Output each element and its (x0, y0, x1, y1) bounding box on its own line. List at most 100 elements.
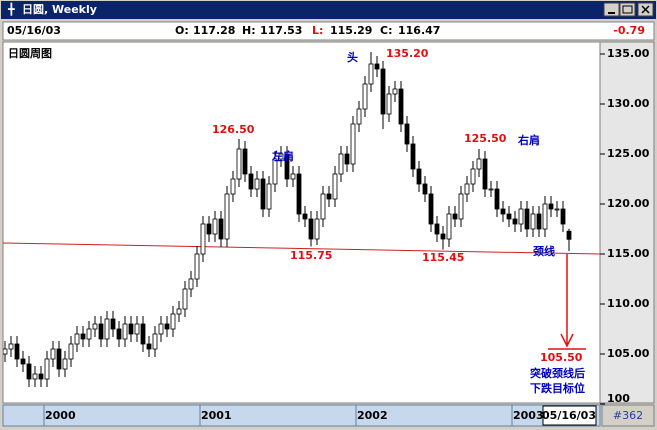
minimize-button[interactable] (603, 2, 620, 17)
candle-body (110, 318, 116, 330)
candle-body (68, 343, 74, 360)
annotation: 115.45 (422, 251, 464, 264)
candle-body (398, 88, 404, 125)
candle-body (308, 218, 314, 240)
candle-body (344, 153, 350, 165)
candle-body (188, 278, 194, 290)
info-value: 116.47 (398, 24, 440, 37)
candle-body (176, 308, 182, 315)
neckline (2, 242, 601, 255)
candle-body (266, 183, 272, 210)
annotation: 105.50 (540, 351, 583, 364)
candle-body (272, 158, 278, 185)
candle-body (290, 173, 296, 180)
candle-body (374, 63, 380, 70)
candle-body (194, 253, 200, 280)
candle-body (56, 348, 62, 370)
info-label: O: (175, 24, 189, 37)
y-tick-label: 105.00 (607, 347, 650, 360)
candle-body (20, 358, 26, 365)
info-label: C: (380, 24, 392, 37)
candle-body (278, 153, 284, 160)
x-tick-label: 2003 (513, 409, 544, 422)
candle-body (506, 213, 512, 220)
annotation: 126.50 (212, 123, 255, 136)
candle-body (446, 213, 452, 240)
y-tick-label: 130.00 (607, 97, 650, 110)
info-label: L: (312, 24, 323, 37)
candle-body (536, 213, 542, 230)
candle-body (494, 188, 500, 210)
candle-body (50, 348, 56, 360)
candle-body (116, 328, 122, 340)
x-tick-label: 2001 (201, 409, 232, 422)
annotation: 135.20 (386, 47, 429, 60)
candle-body (152, 333, 158, 350)
candle-body (74, 333, 80, 345)
info-date: 05/16/03 (7, 24, 61, 37)
maximize-button[interactable] (619, 2, 636, 17)
candle-body (230, 178, 236, 195)
candle-body (212, 218, 218, 235)
chart-title: 日圆周图 (8, 47, 52, 60)
candle-body (98, 323, 104, 340)
candle-body (386, 93, 392, 115)
candle-body (146, 343, 152, 350)
candle-body (248, 173, 254, 190)
candle-body (560, 208, 566, 225)
y-tick-label: 120.00 (607, 197, 650, 210)
candle-body (488, 188, 494, 191)
candle-body (8, 343, 14, 350)
candle-body (296, 173, 302, 215)
candle-body (92, 323, 98, 330)
target-arrow (548, 254, 586, 350)
annotation: 左肩 (271, 149, 294, 163)
cursor-date: 05/16/03 (542, 409, 596, 422)
candle-body (476, 158, 482, 170)
annotation: 下跌目标位 (530, 381, 585, 395)
candle-body (182, 288, 188, 310)
info-change: -0.79 (613, 24, 645, 37)
candle-body (224, 193, 230, 240)
candle-body (122, 323, 128, 340)
candle-body (236, 148, 242, 180)
cursor-date-box (542, 405, 597, 426)
info-value: 117.28 (193, 24, 235, 37)
window-title: 日圆, Weekly (22, 3, 97, 16)
candle-body (542, 203, 548, 230)
candle-body (422, 183, 428, 195)
window-buttons[interactable] (603, 2, 654, 17)
candle-body (554, 208, 560, 211)
candle-body (452, 213, 458, 220)
time-axis (2, 404, 601, 427)
candle-body (482, 158, 488, 190)
candle-body (326, 193, 332, 200)
y-tick-label: 125.00 (607, 147, 650, 160)
candle-body (302, 213, 308, 220)
candle-body (410, 143, 416, 170)
info-label: H: (242, 24, 256, 37)
candle-body (320, 193, 326, 220)
title-bar (1, 1, 656, 19)
candle-body (434, 223, 440, 235)
candle-body (104, 318, 110, 340)
candle-body (206, 223, 212, 235)
candle-body (338, 153, 344, 175)
candles (3, 52, 572, 387)
candle-body (218, 218, 224, 240)
candle-body (518, 208, 524, 225)
candle-body (44, 358, 50, 380)
candle-body (440, 233, 446, 240)
candle-body (500, 208, 506, 215)
annotation: 115.75 (290, 249, 332, 262)
candle-body (3, 348, 8, 355)
candle-body (314, 218, 320, 240)
maximize-icon (622, 5, 633, 14)
x-tick-label: 2002 (357, 409, 388, 422)
candle-body (368, 63, 374, 85)
candle-body (470, 168, 476, 185)
info-value: 117.53 (260, 24, 302, 37)
candle-body (14, 343, 20, 360)
